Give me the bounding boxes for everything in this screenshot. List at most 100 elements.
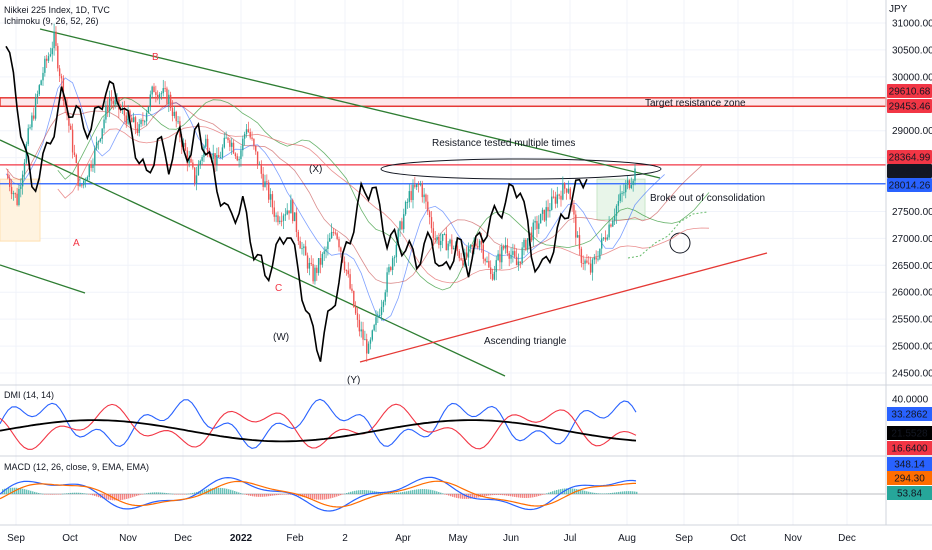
x-tick-label: Sep <box>675 533 693 544</box>
candle-body <box>142 119 144 122</box>
x-tick-label: Sep <box>7 533 25 544</box>
candle-body <box>153 86 155 93</box>
candle-body <box>334 232 336 234</box>
macd-histogram-bar <box>306 494 308 498</box>
candle-body <box>525 239 527 250</box>
macd-histogram-bar <box>412 490 414 494</box>
macd-histogram-bar <box>152 492 154 494</box>
y-tick-label: 31000.00 <box>892 19 932 30</box>
candle-body <box>27 128 29 145</box>
candle-body <box>186 150 188 164</box>
candle-body <box>421 183 423 198</box>
candle-body <box>38 85 40 95</box>
macd-histogram-bar <box>614 492 616 494</box>
price-label-bg <box>887 164 932 178</box>
macd-histogram-bar <box>440 492 442 494</box>
dmi-minus-value: 16.6400 <box>891 444 928 455</box>
candle-body <box>447 243 449 251</box>
candle-body <box>101 128 103 139</box>
macd-histogram-bar <box>448 494 450 496</box>
candle-body <box>330 231 333 239</box>
candle-body <box>475 243 477 247</box>
macd-histogram-bar <box>482 494 484 497</box>
macd-histogram-bar <box>454 494 456 498</box>
candle-body <box>273 207 275 217</box>
candle-body <box>621 192 623 194</box>
candle-body <box>175 111 177 122</box>
y-tick-label: 24500.00 <box>892 369 932 380</box>
macd-histogram-bar <box>80 492 82 494</box>
candle-body <box>286 210 288 215</box>
candle-body <box>112 101 114 104</box>
candle-body <box>432 228 435 239</box>
macd-histogram-bar <box>618 491 620 494</box>
candle-body <box>575 214 577 238</box>
macd-histogram-bar <box>46 494 48 495</box>
macd-histogram-bar <box>154 492 156 494</box>
candle-body <box>323 251 325 254</box>
macd-histogram-bar <box>534 494 536 498</box>
macd-histogram-bar <box>436 491 438 494</box>
candle-body <box>375 317 377 326</box>
macd-histogram-bar <box>474 494 476 499</box>
macd-histogram-bar <box>44 494 46 495</box>
macd-histogram-bar <box>446 494 448 495</box>
candle-body <box>60 76 63 79</box>
macd-histogram-bar <box>116 494 118 501</box>
candle-body <box>132 117 135 123</box>
macd-histogram-bar <box>36 492 38 494</box>
macd-histogram-bar <box>4 488 6 494</box>
candle-body <box>617 201 620 206</box>
macd-histogram-bar <box>162 492 164 494</box>
macd-histogram-bar <box>560 489 562 494</box>
candle-body <box>465 252 468 258</box>
candle-body <box>23 162 26 175</box>
macd-histogram-bar <box>296 494 298 496</box>
macd-histogram-bar <box>8 488 10 494</box>
candle-body <box>31 115 33 128</box>
x-tick-label: Jun <box>503 533 519 544</box>
candle-body <box>88 164 90 177</box>
y-tick-label: 25000.00 <box>892 342 932 353</box>
macd-histogram-bar <box>602 493 604 495</box>
candle-body <box>564 183 566 189</box>
macd-histogram-bar <box>24 489 26 494</box>
candle-body <box>576 235 579 238</box>
candle-body <box>234 153 237 157</box>
macd-histogram-bar <box>26 489 28 494</box>
candle-body <box>40 80 42 86</box>
candle-body <box>567 188 570 193</box>
candle-body <box>634 168 636 181</box>
macd-histogram-bar <box>506 494 508 496</box>
candle-body <box>266 181 268 183</box>
macd-histogram-bar <box>170 493 172 495</box>
price-gridlines <box>0 0 886 525</box>
candle-body <box>229 140 231 147</box>
candle-body <box>255 145 257 152</box>
macd-histogram-bar <box>510 494 512 497</box>
candle-body <box>295 212 298 233</box>
ascending-triangle-line <box>359 252 768 363</box>
macd-value: 294.30 <box>894 474 925 485</box>
macd-histogram-bar <box>310 494 312 499</box>
candle-body <box>351 288 353 291</box>
candle-body <box>458 251 460 259</box>
macd-histogram-bar <box>194 492 196 494</box>
macd-histogram-bar <box>62 493 64 495</box>
candle-body <box>619 193 621 202</box>
macd-histogram-bar <box>622 491 624 494</box>
candle-body <box>384 292 386 302</box>
consolidation-box <box>596 178 646 221</box>
candle-body <box>412 184 414 201</box>
macd-histogram-bar <box>168 493 170 494</box>
x-tick-label: Oct <box>62 533 78 544</box>
candle-body <box>436 237 438 240</box>
candle-body <box>86 176 89 181</box>
candle-body <box>601 238 603 249</box>
candle-body <box>190 158 192 163</box>
macd-histogram-bar <box>362 490 364 494</box>
macd-histogram-bar <box>70 492 72 494</box>
macd-histogram-bar <box>56 494 58 495</box>
macd-histogram-bar <box>432 490 434 494</box>
